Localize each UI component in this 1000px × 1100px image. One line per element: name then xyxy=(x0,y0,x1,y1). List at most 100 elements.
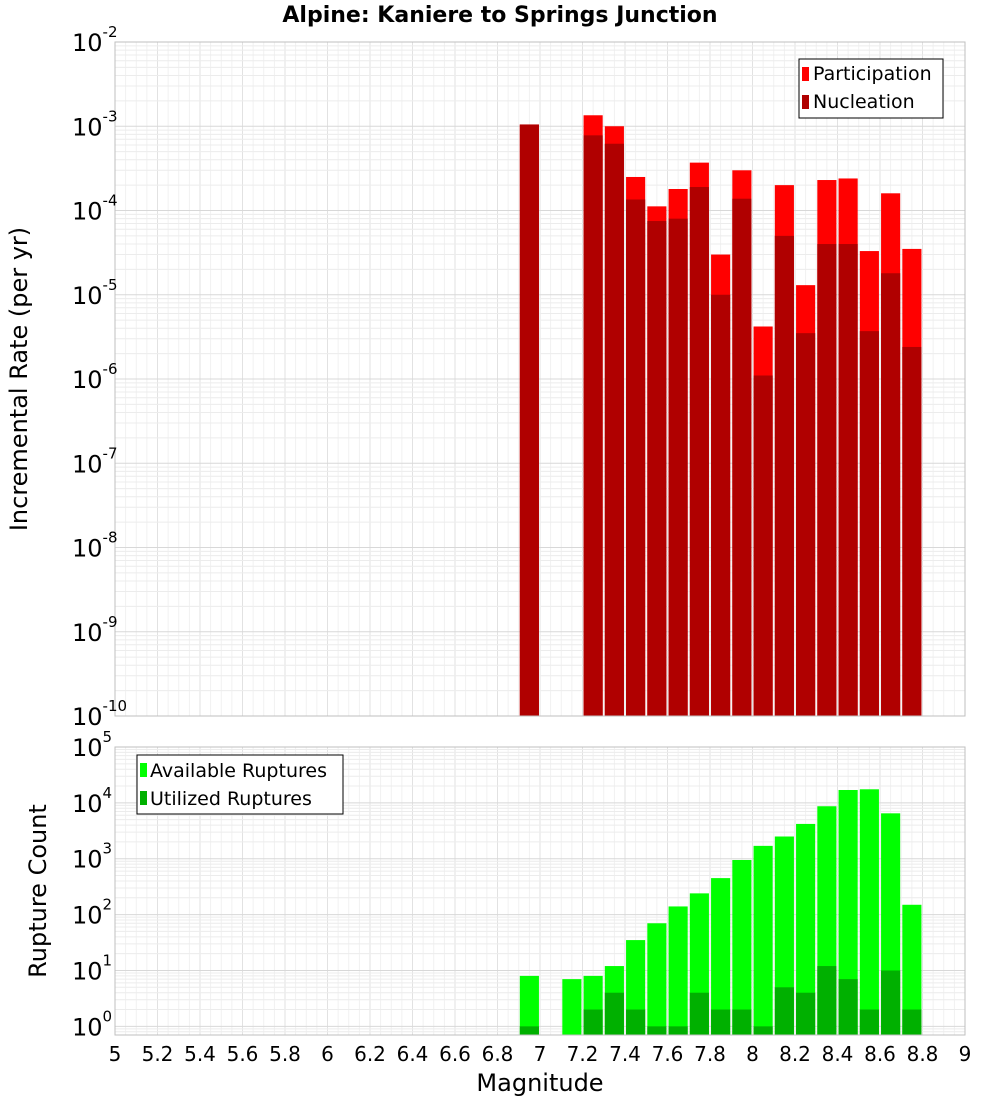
x-tick-label: 6.4 xyxy=(397,1042,429,1066)
x-tick-label: 7 xyxy=(534,1042,547,1066)
utilized-ruptures-bar xyxy=(647,1026,667,1035)
available-ruptures-bar xyxy=(647,923,667,1035)
top-y-tick-label: 10-2 xyxy=(72,23,118,57)
nucleation-bar xyxy=(817,244,837,717)
top-y-tick-label: 10-9 xyxy=(72,613,118,647)
utilized-ruptures-bar xyxy=(519,1026,539,1035)
top-y-axis-label: Incremental Rate (per yr) xyxy=(5,227,33,531)
available-ruptures-bar xyxy=(562,979,582,1035)
utilized-ruptures-bar xyxy=(583,1009,603,1035)
legend-swatch-nucleation xyxy=(802,95,809,109)
nucleation-bar xyxy=(519,124,539,717)
bottom-y-tick-labels: 100 101 102 103 104 105 xyxy=(72,728,112,1041)
nucleation-bar xyxy=(838,244,858,717)
legend-swatch-participation xyxy=(802,67,809,81)
utilized-ruptures-bar xyxy=(711,1009,731,1035)
available-ruptures-bar xyxy=(519,975,539,1035)
available-ruptures-bar xyxy=(774,836,794,1035)
utilized-ruptures-bar xyxy=(817,966,837,1035)
x-tick-label: 8.4 xyxy=(822,1042,854,1066)
top-y-tick-label: 10-5 xyxy=(72,276,118,310)
nucleation-bar xyxy=(881,273,901,716)
x-tick-label: 6.8 xyxy=(482,1042,514,1066)
nucleation-bar xyxy=(753,375,773,716)
legend-label-participation: Participation xyxy=(813,63,932,85)
available-ruptures-bar xyxy=(753,845,773,1035)
x-tick-label: 5 xyxy=(109,1042,122,1066)
top-y-tick-label: 10-3 xyxy=(72,107,118,141)
legend-label-utilized: Utilized Ruptures xyxy=(150,788,312,810)
nucleation-bar xyxy=(689,187,709,716)
x-tick-label: 5.2 xyxy=(142,1042,174,1066)
top-y-tick-label: 10-4 xyxy=(72,192,118,226)
available-ruptures-bar xyxy=(668,906,688,1035)
x-tick-label: 6 xyxy=(321,1042,334,1066)
top-y-tick-label: 10-7 xyxy=(72,444,118,478)
available-ruptures-bar xyxy=(711,878,731,1035)
top-panel: 10-10 10-9 10-8 10-7 10-6 10-5 10-4 10-3 10-2 In… xyxy=(5,23,966,731)
bottom-y-tick-label: 101 xyxy=(72,951,112,985)
x-tick-label: 7.6 xyxy=(652,1042,684,1066)
available-ruptures-bar xyxy=(859,789,879,1035)
x-tick-label: 8.2 xyxy=(779,1042,811,1066)
top-y-tick-label: 10-6 xyxy=(72,360,118,394)
top-legend-box xyxy=(798,58,944,119)
nucleation-bar xyxy=(859,331,879,716)
top-plot-border xyxy=(114,41,966,717)
nucleation-bar xyxy=(774,235,794,717)
nucleation-bar xyxy=(732,198,752,716)
nucleation-bar xyxy=(711,294,731,716)
utilized-ruptures-bar xyxy=(881,970,901,1035)
utilized-ruptures-bar xyxy=(604,992,624,1035)
x-tick-label: 6.2 xyxy=(354,1042,386,1066)
legend-swatch-available xyxy=(140,763,147,777)
top-legend: Participation Nucleation xyxy=(798,58,944,119)
utilized-ruptures-bar xyxy=(859,1009,879,1035)
bottom-y-tick-label: 104 xyxy=(72,784,112,818)
utilized-ruptures-bar xyxy=(838,979,858,1035)
utilized-ruptures-bar xyxy=(732,1009,752,1035)
nucleation-bar xyxy=(626,199,646,716)
x-axis-label: Magnitude xyxy=(476,1069,603,1097)
chart-title: Alpine: Kaniere to Springs Junction xyxy=(282,3,717,28)
x-tick-label: 7.4 xyxy=(609,1042,641,1066)
available-ruptures-bar xyxy=(902,904,922,1035)
bottom-bars xyxy=(519,789,922,1035)
x-tick-label: 8 xyxy=(746,1042,759,1066)
bottom-panel: 100 101 102 103 104 105 5 5.2 5.4 5.6 5.8 6 6.2 6.4 6… xyxy=(24,728,971,1097)
top-y-tick-label: 10-8 xyxy=(72,529,118,563)
legend-label-available: Available Ruptures xyxy=(150,760,327,782)
utilized-ruptures-bar xyxy=(626,1009,646,1035)
utilized-ruptures-bar xyxy=(668,1026,688,1035)
top-y-tick-labels: 10-10 10-9 10-8 10-7 10-6 10-5 10-4 10-3 10-2 xyxy=(72,23,127,731)
utilized-ruptures-bar xyxy=(902,1009,922,1035)
available-ruptures-bar xyxy=(796,823,816,1035)
x-tick-label: 8.6 xyxy=(864,1042,896,1066)
nucleation-bar xyxy=(604,143,624,717)
x-tick-labels: 5 5.2 5.4 5.6 5.8 6 6.2 6.4 6.6 6.8 7 7.2 7.4 7.6 7.8 8… xyxy=(109,1042,972,1066)
x-tick-label: 8.8 xyxy=(907,1042,939,1066)
legend-label-nucleation: Nucleation xyxy=(813,91,915,113)
top-bars xyxy=(519,115,922,717)
bottom-legend-box xyxy=(136,754,344,815)
bottom-plot-border xyxy=(114,746,966,1036)
x-tick-label: 5.4 xyxy=(184,1042,216,1066)
bottom-y-axis-label: Rupture Count xyxy=(24,804,52,978)
nucleation-bar xyxy=(796,333,816,716)
x-tick-label: 7.8 xyxy=(694,1042,726,1066)
utilized-ruptures-bar xyxy=(753,1026,773,1035)
available-ruptures-bar xyxy=(838,789,858,1035)
x-tick-label: 6.6 xyxy=(439,1042,471,1066)
x-tick-label: 7.2 xyxy=(567,1042,599,1066)
bottom-y-tick-label: 102 xyxy=(72,896,112,930)
x-tick-label: 9 xyxy=(959,1042,972,1066)
nucleation-bar xyxy=(583,135,603,716)
x-tick-label: 5.6 xyxy=(227,1042,259,1066)
utilized-ruptures-bar xyxy=(774,987,794,1035)
bottom-y-tick-label: 103 xyxy=(72,840,112,874)
bottom-y-tick-label: 105 xyxy=(72,728,112,762)
utilized-ruptures-bar xyxy=(796,992,816,1035)
utilized-ruptures-bar xyxy=(689,992,709,1035)
bottom-legend: Available Ruptures Utilized Ruptures xyxy=(136,754,344,815)
